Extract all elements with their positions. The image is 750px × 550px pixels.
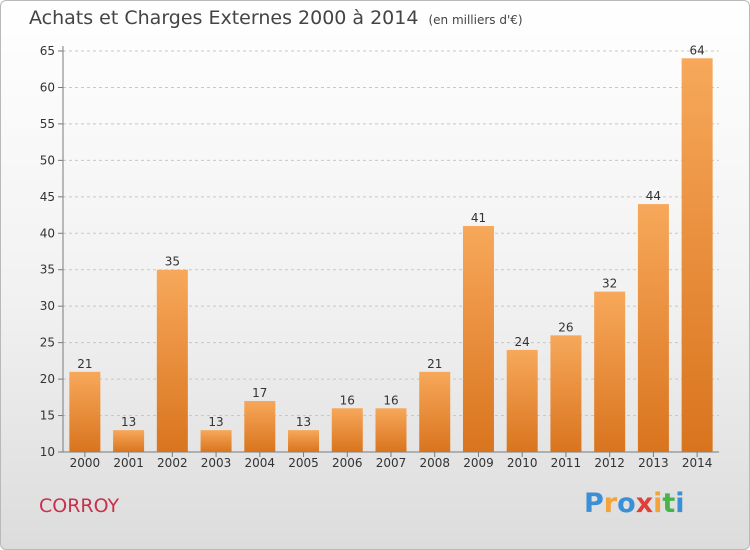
bar-2013 xyxy=(637,204,669,452)
value-label-2005: 13 xyxy=(296,415,311,429)
x-tick-label-2000: 2000 xyxy=(70,456,101,470)
logo-letter: i xyxy=(653,488,663,519)
value-label-2012: 32 xyxy=(602,277,617,291)
logo-letter: P xyxy=(584,488,604,519)
logo-letter: o xyxy=(617,488,636,519)
bar-2014 xyxy=(681,58,713,453)
bar-2000 xyxy=(69,371,101,452)
labels: 10 15 20 25 30 35 40 45 50 55 60 65 21 2000 13 2001 35 20… xyxy=(40,43,713,470)
value-label-2011: 26 xyxy=(558,320,573,334)
value-label-2013: 44 xyxy=(646,189,661,203)
y-tick-label: 15 xyxy=(40,409,55,423)
y-tick-label: 65 xyxy=(40,44,55,58)
y-tick-label: 50 xyxy=(40,153,55,167)
value-label-2006: 16 xyxy=(340,393,355,407)
x-tick-label-2012: 2012 xyxy=(594,456,625,470)
x-tick-label-2011: 2011 xyxy=(551,456,582,470)
bar-2002 xyxy=(156,269,188,452)
chart-title: Achats et Charges Externes 2000 à 2014 (e… xyxy=(29,7,523,29)
x-tick-label-2013: 2013 xyxy=(638,456,669,470)
y-tick-label: 20 xyxy=(40,372,55,386)
bar-2008 xyxy=(419,371,451,452)
x-tick-label-2005: 2005 xyxy=(288,456,319,470)
x-tick-label-2010: 2010 xyxy=(507,456,538,470)
bar-2003 xyxy=(200,430,232,452)
logo-letter: r xyxy=(603,488,618,519)
x-tick-label-2002: 2002 xyxy=(157,456,188,470)
value-label-2000: 21 xyxy=(77,357,92,371)
value-label-2008: 21 xyxy=(427,357,442,371)
proxiti-logo: Proxiti xyxy=(584,488,685,519)
value-label-2014: 64 xyxy=(689,43,704,57)
logo-letter: x xyxy=(635,488,654,519)
unit-note: (en milliers d'€) xyxy=(428,13,523,27)
logo-letter: i xyxy=(675,488,685,519)
bars xyxy=(69,58,713,453)
bar-2001 xyxy=(113,430,145,452)
logo-letter: t xyxy=(662,488,676,519)
y-tick-label: 35 xyxy=(40,263,55,277)
x-tick-label-2007: 2007 xyxy=(376,456,407,470)
bar-2012 xyxy=(594,291,626,452)
bar-2009 xyxy=(462,225,494,452)
value-label-2001: 13 xyxy=(121,415,136,429)
bar-2011 xyxy=(550,335,582,452)
value-label-2007: 16 xyxy=(383,393,398,407)
y-tick-label: 60 xyxy=(40,80,55,94)
x-tick-label-2008: 2008 xyxy=(419,456,450,470)
bar-2007 xyxy=(375,408,407,452)
y-tick-label: 55 xyxy=(40,117,55,131)
y-tick-label: 40 xyxy=(40,226,55,240)
y-tick-label: 45 xyxy=(40,190,55,204)
bar-2010 xyxy=(506,349,538,452)
x-tick-label-2003: 2003 xyxy=(201,456,232,470)
value-label-2003: 13 xyxy=(208,415,223,429)
x-tick-label-2004: 2004 xyxy=(245,456,276,470)
x-tick-label-2014: 2014 xyxy=(682,456,713,470)
bar-2006 xyxy=(331,408,363,452)
bar-2005 xyxy=(288,430,320,452)
y-tick-label: 30 xyxy=(40,299,55,313)
x-tick-label-2009: 2009 xyxy=(463,456,494,470)
commune-name: CORROY xyxy=(39,495,120,517)
title-text: Achats et Charges Externes 2000 à 2014 xyxy=(29,7,419,29)
value-label-2002: 35 xyxy=(165,255,180,269)
bar-2004 xyxy=(244,400,276,452)
value-label-2004: 17 xyxy=(252,386,267,400)
y-tick-label: 10 xyxy=(40,445,55,459)
value-label-2010: 24 xyxy=(515,335,530,349)
x-tick-label-2006: 2006 xyxy=(332,456,363,470)
y-tick-label: 25 xyxy=(40,336,55,350)
x-tick-label-2001: 2001 xyxy=(113,456,144,470)
value-label-2009: 41 xyxy=(471,211,486,225)
